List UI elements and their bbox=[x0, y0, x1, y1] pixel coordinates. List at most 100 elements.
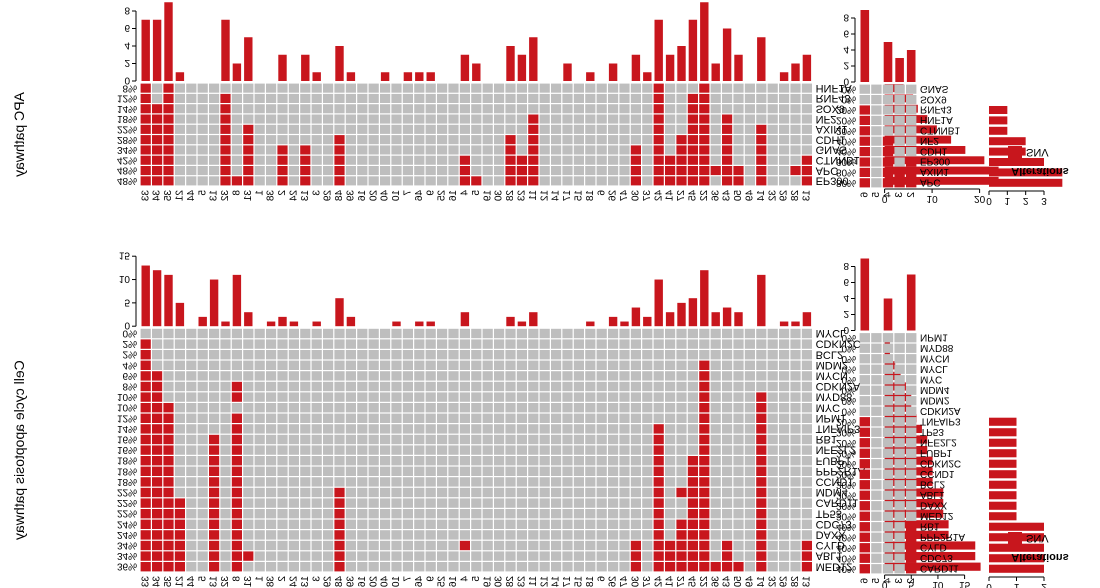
oncoprint-cell bbox=[323, 403, 334, 413]
oncoprint-cell bbox=[209, 145, 220, 155]
gene-count-bar bbox=[884, 166, 999, 175]
oncoprint-cell bbox=[505, 93, 516, 103]
oncoprint-cell bbox=[368, 135, 379, 145]
oncoprint-cell bbox=[152, 551, 163, 561]
oncoprint-cell bbox=[357, 498, 368, 508]
oncoprint-cell bbox=[300, 434, 311, 445]
oncoprint-cell bbox=[345, 145, 356, 155]
oncoprint-cell bbox=[710, 477, 721, 487]
oncoprint-cell bbox=[311, 350, 322, 360]
oncoprint-cell bbox=[539, 477, 550, 487]
oncoprint-cell bbox=[744, 477, 755, 487]
oncoprint-cell bbox=[471, 145, 482, 155]
gene-label: APC bbox=[816, 164, 839, 176]
oncoprint-cell bbox=[448, 551, 459, 561]
oncoprint-cell bbox=[767, 466, 778, 476]
oncoprint-cell bbox=[573, 509, 584, 519]
oncoprint-cell bbox=[859, 522, 870, 532]
gene-count-bar bbox=[989, 147, 1026, 156]
oncoprint-cell bbox=[722, 562, 733, 572]
oncoprint-cell bbox=[551, 328, 562, 339]
oncoprint-cell bbox=[871, 126, 882, 136]
oncoprint-cell bbox=[779, 540, 790, 551]
oncoprint-cell bbox=[300, 83, 311, 93]
oncoprint-cell bbox=[608, 176, 619, 186]
oncoprint-cell bbox=[859, 84, 870, 94]
sample-label: 7 bbox=[403, 190, 414, 196]
oncoprint-cell bbox=[357, 530, 368, 540]
oncoprint-cell bbox=[266, 456, 277, 466]
sample-count-bar bbox=[301, 54, 310, 81]
oncoprint-cell bbox=[437, 114, 448, 124]
oncoprint-cell bbox=[163, 145, 174, 155]
gene-count-bar bbox=[884, 115, 928, 123]
oncoprint-cell bbox=[459, 498, 470, 508]
oncoprint-cell bbox=[254, 519, 265, 529]
oncoprint-cell bbox=[277, 155, 288, 165]
oncoprint-cell bbox=[209, 498, 220, 508]
sample-count-bar bbox=[164, 274, 173, 327]
oncoprint-cell bbox=[231, 328, 242, 339]
oncoprint-cell bbox=[801, 145, 812, 155]
oncoprint-cell bbox=[243, 498, 254, 508]
oncoprint-cell bbox=[882, 147, 894, 157]
gene-percent-label: 0% bbox=[842, 353, 857, 364]
oncoprint-cell bbox=[722, 176, 733, 186]
sample-label: 49 bbox=[745, 576, 756, 588]
oncoprint-cell bbox=[402, 487, 413, 498]
oncoprint-cell bbox=[391, 114, 402, 124]
oncoprint-cell bbox=[448, 540, 459, 551]
oncoprint-cell bbox=[380, 530, 391, 540]
oncoprint-cell bbox=[882, 490, 894, 500]
sample-label: 13 bbox=[300, 576, 311, 588]
oncoprint-cell bbox=[871, 490, 882, 500]
gene-label: NPM1 bbox=[816, 412, 847, 424]
oncoprint-cell bbox=[209, 413, 220, 423]
oncoprint-cell bbox=[608, 498, 619, 508]
oncoprint-cell bbox=[619, 328, 630, 339]
oncoprint-cell bbox=[551, 456, 562, 466]
oncoprint-cell bbox=[653, 509, 664, 519]
oncoprint-cell bbox=[345, 176, 356, 186]
oncoprint-cell bbox=[231, 166, 242, 176]
oncoprint-cell bbox=[323, 456, 334, 466]
oncoprint-cell bbox=[756, 135, 767, 145]
oncoprint-cell bbox=[642, 166, 653, 176]
oncoprint-cell bbox=[254, 509, 265, 519]
oncoprint-cell bbox=[699, 124, 710, 134]
oncoprint-cell bbox=[744, 114, 755, 124]
oncoprint-cell bbox=[562, 540, 573, 551]
sample-label: 12 bbox=[539, 576, 550, 588]
oncoprint-cell bbox=[687, 135, 698, 145]
oncoprint-cell bbox=[906, 95, 917, 105]
oncoprint-cell bbox=[288, 424, 299, 434]
oncoprint-cell bbox=[642, 424, 653, 434]
oncoprint-cell bbox=[906, 459, 917, 469]
oncoprint-cell bbox=[710, 519, 721, 529]
oncoprint-cell bbox=[801, 93, 812, 103]
oncoprint-cell bbox=[585, 498, 596, 508]
sample-count-bar bbox=[860, 258, 870, 331]
oncoprint-cell bbox=[186, 434, 197, 445]
oncoprint-cell bbox=[619, 551, 630, 561]
oncoprint-cell bbox=[345, 360, 356, 370]
oncoprint-cell bbox=[573, 135, 584, 145]
oncoprint-cell bbox=[448, 360, 459, 370]
oncoprint-cell bbox=[140, 424, 151, 434]
oncoprint-cell bbox=[368, 540, 379, 551]
oncoprint-cell bbox=[425, 93, 436, 103]
oncoprint-cell bbox=[528, 371, 539, 381]
oncoprint-cell bbox=[471, 413, 482, 423]
oncoprint-cell bbox=[197, 477, 208, 487]
oncoprint-cell bbox=[380, 466, 391, 476]
oncoprint-cell bbox=[323, 509, 334, 519]
oncoprint-cell bbox=[642, 145, 653, 155]
oncoprint-cell bbox=[334, 477, 345, 487]
oncoprint-cell bbox=[665, 166, 676, 176]
oncoprint-cell bbox=[767, 114, 778, 124]
oncoprint-cell bbox=[562, 413, 573, 423]
gene-label: NFE2L2 bbox=[816, 444, 856, 456]
oncoprint-cell bbox=[482, 498, 493, 508]
oncoprint-cell bbox=[744, 155, 755, 165]
oncoprint-cell bbox=[642, 540, 653, 551]
